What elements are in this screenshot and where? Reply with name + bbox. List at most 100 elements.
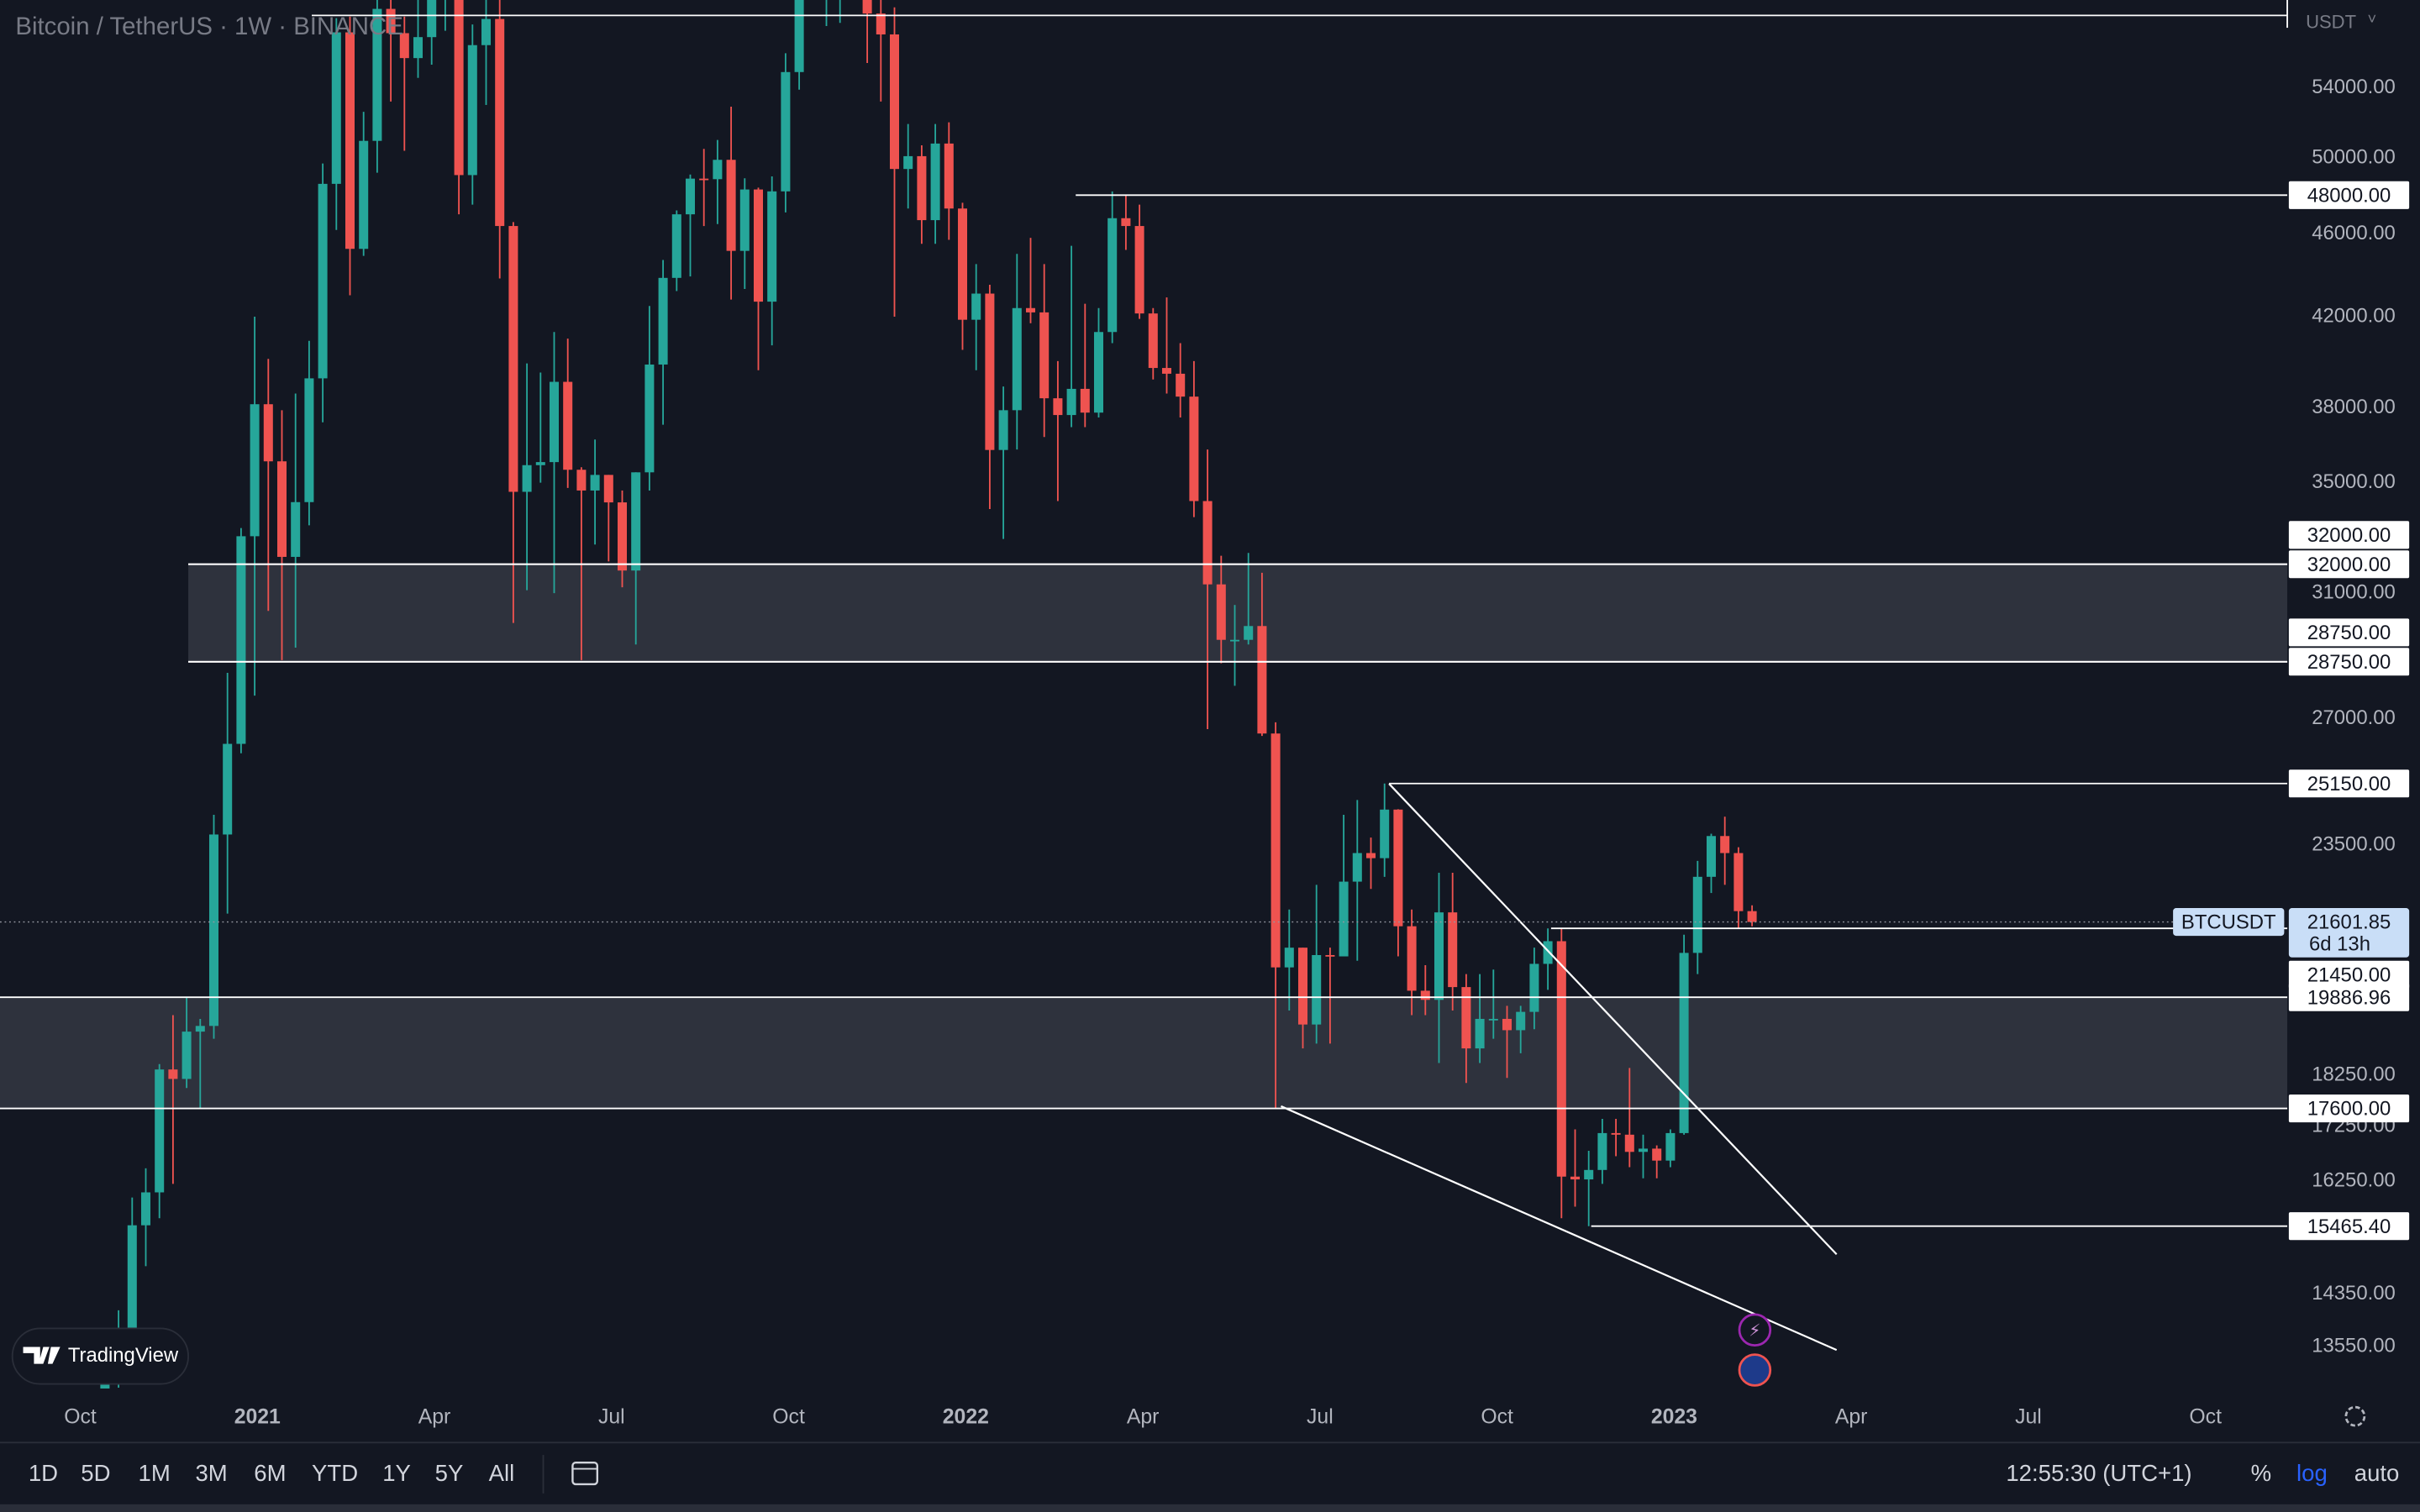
candle-body (603, 475, 613, 503)
candle-body (930, 143, 940, 221)
level-label: 48000.00 (2307, 184, 2391, 207)
logo: TradingView (11, 1327, 189, 1385)
clock[interactable]: 12:55:30 (UTC+1) (2006, 1460, 2191, 1486)
candle-body (1134, 226, 1144, 314)
y-tick-label: 31000.00 (2312, 580, 2396, 603)
period-button[interactable]: 1M (139, 1460, 171, 1486)
candle-body (1352, 853, 1362, 882)
x-tick-label: Jul (1307, 1406, 1334, 1429)
candle-body (223, 743, 233, 835)
candles (100, 0, 1757, 1389)
candle-body (1461, 987, 1471, 1049)
candle-body (345, 32, 355, 249)
candle-body (454, 0, 464, 176)
candle-body (1039, 312, 1050, 399)
date-range-button[interactable] (571, 1462, 599, 1486)
level-label-box (2288, 1212, 2410, 1241)
y-tick-label: 14350.00 (2312, 1282, 2396, 1305)
candle-body (467, 45, 477, 176)
calendar-icon[interactable] (571, 1462, 599, 1486)
candle-body (1393, 809, 1403, 927)
candle-body (903, 155, 913, 170)
y-tick-label: 46000.00 (2312, 222, 2396, 244)
candle-body (304, 378, 314, 502)
candle-body (291, 501, 301, 557)
period-button[interactable]: 5Y (435, 1460, 464, 1486)
x-tick-label: 2022 (943, 1406, 989, 1429)
level-label-box (2288, 983, 2410, 1011)
candle-body (1407, 926, 1417, 991)
candle-body (100, 1382, 110, 1389)
y-tick-label: 54000.00 (2312, 76, 2396, 98)
candle-body (671, 214, 681, 278)
level-label: 28750.00 (2307, 651, 2391, 674)
zone (188, 564, 2288, 662)
settings-icon[interactable] (2344, 1405, 2366, 1427)
candle-body (1665, 1132, 1676, 1161)
candle-body (127, 1225, 137, 1331)
level-label: 32000.00 (2307, 554, 2391, 576)
period-button[interactable]: 1D (29, 1460, 58, 1486)
candle-body (644, 364, 655, 473)
drawings (0, 0, 2288, 1352)
candle-body (208, 834, 219, 1026)
x-tick-label: Apr (1835, 1406, 1868, 1429)
candle-body (957, 208, 968, 320)
candle-body (739, 189, 750, 251)
period-button[interactable]: All (489, 1460, 515, 1486)
candle-body (250, 404, 260, 537)
scale-button[interactable]: auto (2354, 1460, 2400, 1486)
candle-body (195, 1026, 205, 1032)
x-tick-label: Oct (64, 1406, 97, 1429)
candle-body (713, 160, 723, 180)
period-button[interactable]: 6M (254, 1460, 286, 1486)
candle-body (168, 1069, 178, 1079)
candle-body (699, 178, 709, 181)
overlay: 54000.00 50000.00 46000.00 42000.00 38000.00… (64, 76, 2410, 1429)
candle-body (1611, 1132, 1621, 1135)
candle-body (1570, 1176, 1581, 1180)
candle-body (1270, 733, 1281, 968)
candle-body (1312, 954, 1322, 1025)
candle-body (1365, 853, 1376, 858)
candle-body (1679, 953, 1689, 1133)
y-tick-label: 23500.00 (2312, 833, 2396, 856)
period-button[interactable]: 5D (81, 1460, 110, 1486)
scale-button[interactable]: % (2251, 1460, 2272, 1486)
symbol-tag: BTCUSDT (2181, 911, 2276, 934)
x-tick-label: Oct (772, 1406, 805, 1429)
candle-body (1325, 954, 1335, 957)
candle-body (481, 18, 492, 45)
scale-button[interactable]: log (2296, 1460, 2328, 1486)
candle-body (1448, 912, 1458, 988)
period-button[interactable]: YTD (312, 1460, 358, 1486)
x-tick-label: Jul (2015, 1406, 2042, 1429)
candle-body (617, 502, 628, 571)
x-tick-label: Jul (598, 1406, 625, 1429)
candle-body (631, 472, 641, 571)
settings[interactable] (2344, 1405, 2366, 1427)
event-icon[interactable] (1738, 1313, 1772, 1347)
period-button[interactable]: 1Y (382, 1460, 411, 1486)
candle-body (876, 13, 886, 34)
candle-body (685, 178, 696, 215)
candle-body (1543, 941, 1553, 964)
candle-body (1597, 1132, 1607, 1170)
currency: USDT (2306, 11, 2356, 32)
candle-body (862, 0, 872, 14)
candle-body (1229, 639, 1240, 642)
candle-body (794, 0, 804, 72)
candle-body (1080, 388, 1090, 413)
candle-body (998, 410, 1008, 450)
candle-body (1216, 584, 1226, 640)
y-tick-label: 35000.00 (2312, 470, 2396, 493)
level-label-box (2288, 181, 2410, 209)
chart-title: Bitcoin / TetherUS · 1W · BINANCE (15, 13, 402, 40)
x-tick-label: Apr (418, 1406, 451, 1429)
level-label: 25150.00 (2307, 773, 2391, 795)
candle-body (331, 32, 341, 184)
candle-body (1202, 501, 1213, 585)
period-button[interactable]: 3M (195, 1460, 227, 1486)
economic-event-icon[interactable] (1738, 1353, 1772, 1387)
